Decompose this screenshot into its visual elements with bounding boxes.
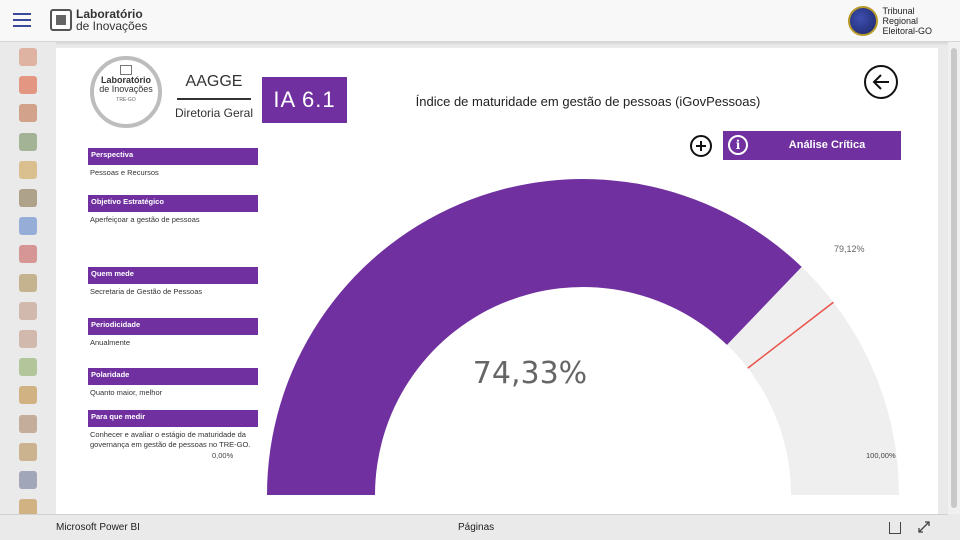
- people-group-icon[interactable]: [19, 471, 37, 489]
- info-label: Periodicidade: [88, 318, 258, 335]
- handcart-icon[interactable]: [19, 499, 37, 518]
- logo-text-line1: Laboratório: [100, 75, 151, 85]
- prohibited-icon[interactable]: [19, 245, 37, 264]
- directorate-name: Diretoria Geral: [174, 106, 254, 120]
- left-navigation: [0, 42, 56, 540]
- money-bag-icon[interactable]: [19, 386, 37, 405]
- info-value: Quanto maior, melhor: [90, 388, 163, 397]
- gauge-chart: [267, 178, 899, 495]
- info-value: Anualmente: [90, 338, 131, 347]
- logo-text-line3: TRE-GO: [116, 97, 136, 103]
- info-value: Pessoas e Recursos: [90, 168, 159, 177]
- expand-plus-button[interactable]: [690, 135, 712, 157]
- analise-critica-label: Análise Crítica: [788, 139, 866, 151]
- info-label: Objetivo Estratégico: [88, 195, 258, 212]
- checklist-icon[interactable]: [19, 217, 37, 236]
- lab-building-icon: [120, 65, 132, 75]
- top-app-bar: Laboratório de Inovações Tribunal Region…: [0, 0, 960, 42]
- handshake-icon[interactable]: [19, 48, 37, 66]
- analise-critica-button[interactable]: i Análise Crítica: [723, 131, 901, 160]
- scales-icon[interactable]: [19, 358, 37, 377]
- brand-name-line2: de Inovações: [76, 19, 148, 33]
- links-icon[interactable]: [19, 160, 37, 179]
- indicator-code-badge: IA 6.1: [262, 77, 347, 123]
- tre-seal-icon: [848, 6, 879, 36]
- document-icon[interactable]: [19, 273, 37, 292]
- info-block: Perspectiva Pessoas e Recursos: [88, 148, 258, 178]
- info-value: Aperfeiçoar a gestão de pessoas: [90, 215, 200, 224]
- lab-report-logo: Laboratório de Inovações TRE-GO: [90, 56, 162, 128]
- tre-name-line1: Tribunal: [882, 6, 915, 16]
- arrow-left-icon: [872, 74, 889, 90]
- calendar-icon[interactable]: [19, 442, 37, 461]
- info-block: Objetivo Estratégico Aperfeiçoar a gestão…: [88, 195, 258, 225]
- unit-divider: [177, 98, 251, 100]
- bottom-bar: Microsoft Power BI Páginas: [0, 514, 948, 540]
- search-people-icon[interactable]: [19, 189, 37, 207]
- vertical-scrollbar[interactable]: [948, 42, 960, 514]
- share-icon[interactable]: [889, 522, 901, 534]
- info-icon: i: [728, 135, 748, 155]
- tre-name-line2: Regional: [882, 16, 919, 26]
- gear-people-icon[interactable]: [19, 76, 37, 95]
- info-block: Polaridade Quanto maior, melhor: [88, 368, 258, 398]
- gauge-max-label: 100,00%: [866, 451, 896, 460]
- logo-text-line2: de Inovações: [99, 84, 153, 94]
- info-block: Periodicidade Anualmente: [88, 318, 258, 348]
- menu-icon[interactable]: [13, 13, 31, 27]
- tre-name-line3: Eleitoral-GO: [882, 26, 932, 36]
- person-icon[interactable]: [19, 104, 37, 123]
- info-value: Conhecer e avaliar o estágio de maturida…: [90, 430, 251, 449]
- brand-name-line1: Laboratório: [76, 7, 143, 21]
- info-label: Polaridade: [88, 368, 258, 385]
- gauge-value-label: 74,33%: [472, 356, 588, 391]
- gauge-min-label: 0,00%: [212, 451, 234, 460]
- brand-logo[interactable]: Laboratório de Inovações: [50, 8, 147, 32]
- gauge-target-label: 79,12%: [834, 244, 865, 254]
- powerbi-link[interactable]: Microsoft Power BI: [56, 522, 140, 533]
- page-title: Índice de maturidade em gestão de pessoa…: [415, 94, 761, 109]
- lab-logo-icon: [50, 9, 72, 31]
- info-label: Para que medir: [88, 410, 258, 427]
- info-label: Perspectiva: [88, 148, 258, 165]
- fullscreen-icon[interactable]: [918, 521, 930, 533]
- unit-name: AAGGE: [185, 73, 243, 90]
- certificate-icon[interactable]: [19, 414, 37, 433]
- pj-icon-2[interactable]: [19, 330, 37, 348]
- tre-logo: Tribunal Regional Eleitoral-GO: [848, 6, 932, 36]
- scrollbar-thumb[interactable]: [951, 48, 957, 508]
- pages-button[interactable]: Páginas: [458, 522, 495, 533]
- computer-user-icon[interactable]: [19, 132, 37, 151]
- back-button[interactable]: [864, 65, 898, 99]
- info-label: Quem mede: [88, 267, 258, 284]
- gauge-target-marker: [747, 301, 834, 369]
- info-block: Para que medir Conhecer e avaliar o estág…: [88, 410, 258, 449]
- pj-icon[interactable]: [19, 301, 37, 320]
- info-block: Quem mede Secretaria de Gestão de Pessoas: [88, 267, 258, 297]
- gauge-value-arc: [267, 178, 802, 495]
- info-value: Secretaria de Gestão de Pessoas: [90, 287, 203, 296]
